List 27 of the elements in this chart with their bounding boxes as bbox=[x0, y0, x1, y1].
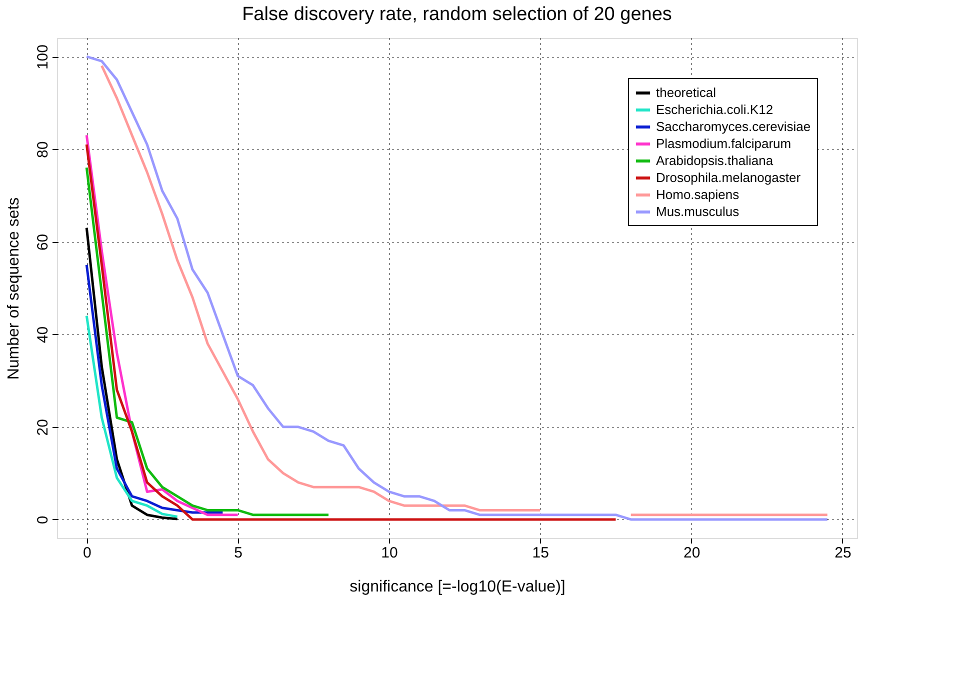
line-series bbox=[85, 314, 179, 518]
y-tick-label: 40 bbox=[34, 326, 52, 344]
x-axis-title: significance [=-log10(E-value)] bbox=[350, 578, 566, 596]
y-tick-label: 20 bbox=[34, 419, 52, 436]
line-series bbox=[85, 264, 224, 514]
x-tick-label: 5 bbox=[234, 544, 242, 562]
line-series bbox=[85, 166, 330, 516]
x-tick-label: 10 bbox=[381, 544, 398, 562]
legend-label: Homo.sapiens bbox=[656, 187, 740, 202]
legend-label: Drosophila.melanogaster bbox=[656, 170, 802, 185]
chart-title: False discovery rate, random selection of 20 genes bbox=[242, 4, 672, 25]
line-series bbox=[85, 143, 617, 521]
legend-label: theoretical bbox=[656, 85, 716, 100]
legend-label: Arabidopsis.thaliana bbox=[656, 153, 774, 168]
x-tick-label: 0 bbox=[82, 544, 92, 562]
legend-label: Plasmodium.falciparum bbox=[656, 136, 792, 151]
y-tick-label: 0 bbox=[34, 516, 52, 524]
y-tick-label: 100 bbox=[34, 44, 52, 70]
legend-label: Saccharomyces.cerevisiae bbox=[656, 119, 811, 134]
x-tick-label: 25 bbox=[834, 544, 852, 562]
x-tick-label: 20 bbox=[683, 544, 700, 562]
y-axis-title: Number of sequence sets bbox=[6, 197, 22, 380]
y-tick-label: 80 bbox=[34, 141, 52, 158]
legend-label: Escherichia.coli.K12 bbox=[656, 102, 774, 117]
x-tick-label: 15 bbox=[532, 544, 549, 562]
y-tick-label: 60 bbox=[34, 234, 52, 251]
legend-label: Mus.musculus bbox=[656, 204, 740, 219]
